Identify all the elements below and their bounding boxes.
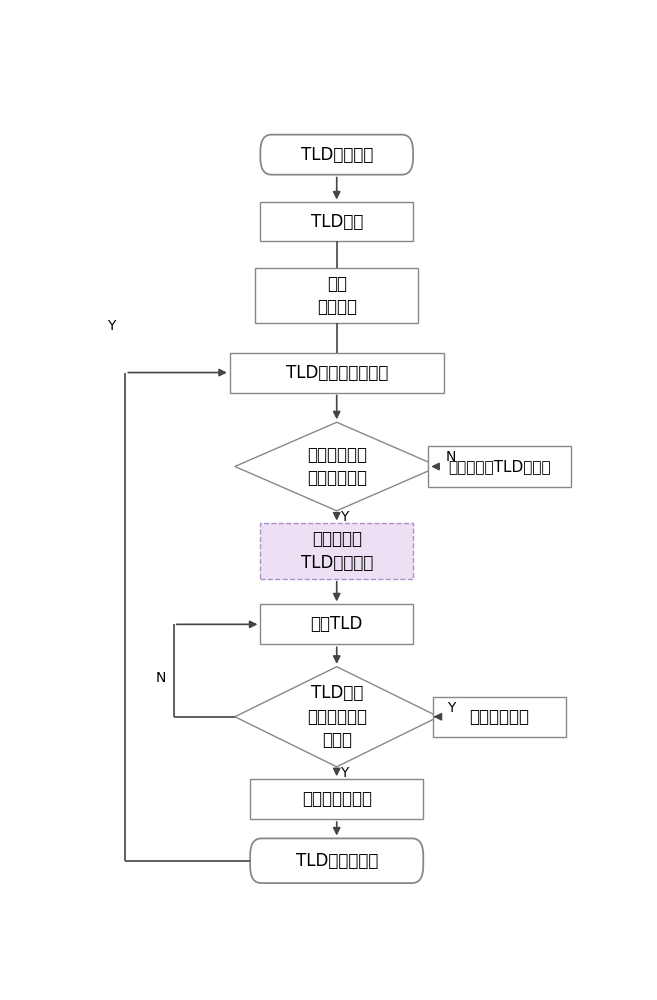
Text: Y: Y [447,701,455,715]
FancyBboxPatch shape [260,135,413,175]
Text: 领取TLD: 领取TLD [311,615,363,633]
Polygon shape [235,422,439,511]
Text: TLD箱配置现场保存: TLD箱配置现场保存 [286,364,388,382]
Text: TLD扫描
确认与用户是
否关联: TLD扫描 确认与用户是 否关联 [307,684,367,749]
Text: Y: Y [107,319,116,333]
Bar [250,779,423,819]
Text: TLD使用后归还: TLD使用后归还 [296,852,378,870]
Text: 数据更新并保存: 数据更新并保存 [302,790,372,808]
Text: 使用人读磁卡
是否首次使用: 使用人读磁卡 是否首次使用 [307,446,367,487]
Bar [428,446,571,487]
FancyBboxPatch shape [250,838,423,883]
Bar [260,604,413,644]
Text: Y: Y [340,510,348,524]
Text: N: N [446,450,457,464]
Text: 系统分配新
TLD号并显示: 系统分配新 TLD号并显示 [300,530,373,572]
Text: TLD编号生成: TLD编号生成 [300,146,373,164]
Bar [230,353,443,393]
Text: TLD装箱: TLD装箱 [311,213,363,231]
Bar [260,523,413,579]
Bar [255,268,419,323]
Text: N: N [156,671,166,685]
Polygon shape [235,667,439,767]
Bar [260,202,413,241]
Text: 编码
数据保存: 编码 数据保存 [317,275,357,316]
Text: 打印关联信息: 打印关联信息 [470,708,530,726]
Text: 系统分配旧TLD并显示: 系统分配旧TLD并显示 [448,459,551,474]
Text: Y: Y [340,766,348,780]
Bar [434,697,566,737]
